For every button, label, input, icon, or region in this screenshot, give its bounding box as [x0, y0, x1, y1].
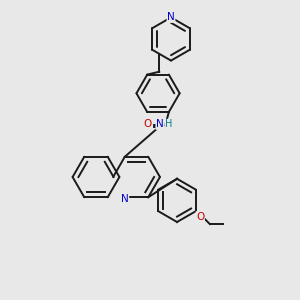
Text: O: O: [143, 119, 152, 129]
Text: N: N: [121, 194, 129, 204]
Text: H: H: [165, 119, 172, 129]
Text: N: N: [167, 12, 175, 22]
Text: N: N: [156, 119, 164, 129]
Text: O: O: [196, 212, 204, 222]
